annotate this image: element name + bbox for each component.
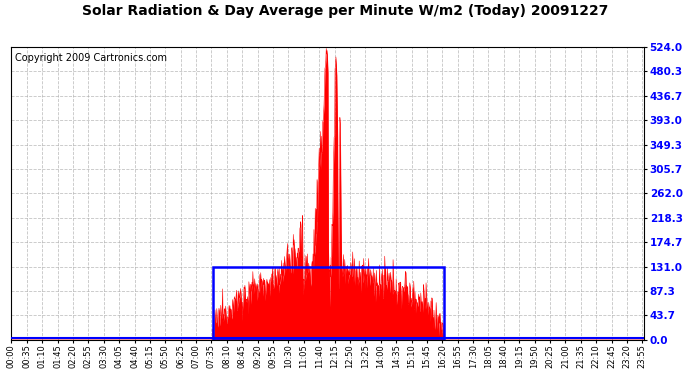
Text: Solar Radiation & Day Average per Minute W/m2 (Today) 20091227: Solar Radiation & Day Average per Minute… bbox=[82, 4, 608, 18]
Bar bbox=[213, 267, 444, 340]
Text: Copyright 2009 Cartronics.com: Copyright 2009 Cartronics.com bbox=[14, 53, 166, 63]
